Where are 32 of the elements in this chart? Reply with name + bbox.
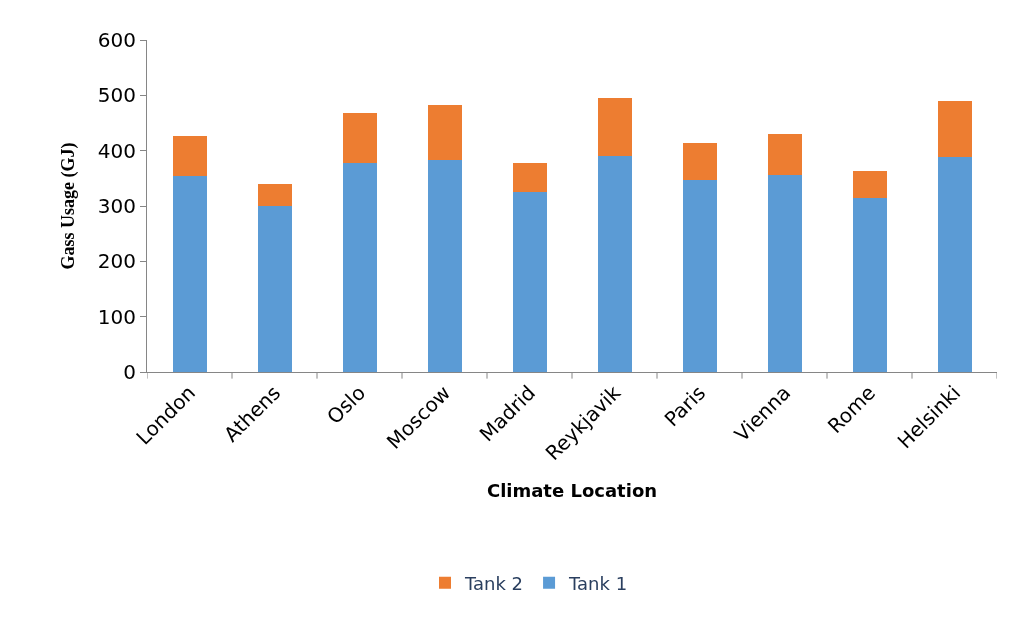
bar <box>427 160 462 372</box>
bar <box>342 162 377 372</box>
bar <box>512 162 547 193</box>
bar <box>682 179 717 372</box>
bar <box>512 192 547 372</box>
bar <box>852 171 887 199</box>
bar <box>427 104 462 161</box>
y-tick-label: 100 <box>97 304 136 329</box>
legend-label: Tank 2 <box>464 572 524 594</box>
y-tick-label: 0 <box>123 360 136 384</box>
y-axis-title: Gass Usage (GJ) <box>58 142 80 270</box>
bar <box>172 176 207 372</box>
bar <box>767 175 802 372</box>
bar <box>767 134 802 176</box>
y-tick-label: 200 <box>97 249 136 274</box>
bar <box>937 156 972 372</box>
y-tick-label: 400 <box>97 138 136 163</box>
bar <box>172 136 207 177</box>
y-tick-label: 500 <box>97 83 136 108</box>
y-tick-label: 300 <box>97 194 136 218</box>
bar <box>852 198 887 372</box>
legend-label: Tank 1 <box>568 572 628 594</box>
bar <box>257 183 292 206</box>
bar <box>937 100 972 157</box>
bar <box>342 113 377 163</box>
bar <box>597 98 632 157</box>
x-tick-label: Oslo <box>322 380 371 429</box>
bar <box>257 206 292 372</box>
bar <box>682 142 717 180</box>
bar <box>597 156 632 372</box>
y-tick-label: 600 <box>97 28 136 52</box>
x-axis-title: Climate Location <box>486 480 658 502</box>
